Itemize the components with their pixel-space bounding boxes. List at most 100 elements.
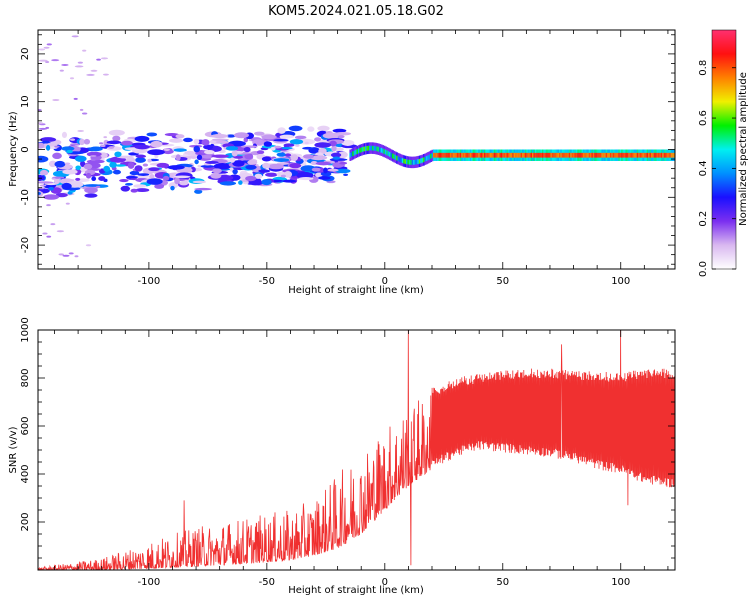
spectrogram-cell: [38, 59, 48, 62]
spectrogram-cell: [142, 163, 149, 167]
spectrogram-cell: [39, 169, 49, 176]
spectrogram-cell: [481, 152, 484, 158]
spectrogram-cell: [404, 159, 407, 164]
spectrogram-cell: [397, 156, 400, 162]
spectrogram-cell: [529, 152, 532, 158]
spectrogram-cell: [135, 188, 150, 193]
spectrogram-cell: [643, 152, 646, 158]
spectrogram-cell: [629, 152, 632, 158]
spectrogram-cell: [231, 150, 238, 157]
spectrogram-cell: [86, 159, 105, 164]
spectrogram-cell: [646, 152, 649, 158]
spectrogram-cell: [469, 152, 472, 158]
spectrogram-cell: [79, 108, 84, 111]
spectrogram-cell: [356, 149, 359, 154]
spectrogram-y-tick-label: 20: [20, 48, 31, 61]
spectrogram-cell: [38, 127, 48, 130]
spectrogram-cell: [210, 133, 229, 139]
spectrogram-cell: [649, 152, 652, 158]
spectrogram-cell: [46, 204, 51, 207]
spectrogram-cell: [534, 152, 537, 158]
spectrogram-cell: [621, 152, 624, 158]
spectrogram-cell: [211, 154, 229, 158]
spectrogram-cell: [69, 77, 75, 80]
spectrogram-cell: [114, 151, 122, 158]
spectrogram-cell: [466, 152, 469, 158]
spectrogram-cell: [616, 152, 619, 158]
spectrogram-cell: [262, 162, 270, 169]
snr-y-tick-label: 800: [20, 368, 31, 387]
spectrogram-cell: [418, 158, 421, 164]
spectrogram-cell: [240, 145, 258, 149]
spectrogram-cell: [184, 150, 196, 155]
spectrogram-cell: [641, 152, 644, 158]
spectrogram-cell: [89, 146, 103, 152]
spectrogram-cell: [451, 152, 454, 158]
spectrogram-cell: [387, 151, 390, 156]
spectrogram-cell: [333, 132, 352, 136]
spectrogram-cell: [284, 170, 293, 178]
spectrogram-cell: [536, 152, 539, 158]
spectrogram-cell: [258, 169, 271, 173]
spectrogram-cell: [458, 152, 461, 158]
colorbar-tick-label: 0.0: [698, 261, 709, 277]
spectrogram-cell: [669, 152, 672, 158]
snr-x-label: Height of straight line (km): [288, 585, 424, 596]
spectrogram-y-tick-label: 0: [20, 146, 31, 152]
spectrogram-cell: [656, 152, 659, 158]
spectrogram-cell: [45, 144, 51, 151]
spectrogram-cell: [369, 145, 372, 151]
spectrogram-cell: [343, 173, 349, 177]
spectrogram-cell: [329, 140, 337, 147]
spectrogram-cell: [95, 185, 101, 188]
spectrogram-cell: [314, 142, 332, 148]
spectrogram-cell: [327, 168, 339, 172]
spectrogram-cell: [507, 152, 510, 158]
spectrogram-cell: [624, 152, 627, 158]
spectrogram-cell: [445, 152, 448, 158]
spectrogram-cell: [77, 61, 83, 64]
snr-panel: -100 -50 0 50 100 200 400 600 800 1000 Height of …: [8, 317, 676, 596]
spectrogram-cell: [334, 168, 351, 174]
spectrogram-cell: [281, 146, 293, 150]
spectrogram-cell: [530, 152, 533, 158]
spectrogram-cell: [650, 152, 653, 158]
spectrogram-cell: [580, 152, 583, 158]
spectrogram-cell: [527, 152, 530, 158]
spectrogram-cell: [598, 152, 601, 158]
spectrogram-cell: [38, 142, 45, 149]
spectrogram-cell: [244, 153, 254, 160]
snr-line: [38, 330, 675, 570]
spectrogram-cell: [367, 145, 370, 151]
spectrogram-cell: [103, 165, 111, 172]
spectrogram-cell: [655, 152, 658, 158]
spectrogram-cell: [146, 178, 163, 185]
spectrogram-cell: [672, 152, 675, 158]
spectrogram-cell: [102, 73, 109, 76]
snr-y-tick-label: 1000: [20, 317, 31, 342]
spectrogram-cell: [665, 152, 668, 158]
spectrogram-cell: [543, 152, 546, 158]
spectrogram-cell: [414, 159, 417, 165]
spectrogram-cell: [571, 152, 574, 158]
spectrogram-cell: [194, 159, 199, 165]
spectrogram-cell: [498, 152, 501, 158]
spectrogram-cell: [366, 145, 369, 151]
spectrogram-cell: [479, 152, 482, 158]
spectrogram-cell: [162, 175, 170, 181]
spectrogram-cell: [112, 169, 121, 175]
snr-y-label: SNR (v/v): [8, 426, 19, 473]
colorbar-tick-label: 0.6: [698, 110, 709, 126]
spectrogram-cell: [211, 138, 229, 141]
spectrogram-cell: [53, 178, 61, 185]
spectrogram-cell: [355, 149, 358, 155]
spectrogram-cell: [601, 152, 604, 158]
spectrogram-cell: [541, 152, 544, 158]
spectrogram-cell: [628, 152, 631, 158]
spectrogram-cell: [607, 152, 610, 158]
spectrogram-cell: [349, 152, 352, 158]
spectrogram-cell: [413, 159, 416, 165]
spectrogram-y-tick-label: 10: [20, 95, 31, 108]
spectrogram-cell: [254, 173, 263, 179]
spectrogram-cell: [509, 152, 512, 158]
